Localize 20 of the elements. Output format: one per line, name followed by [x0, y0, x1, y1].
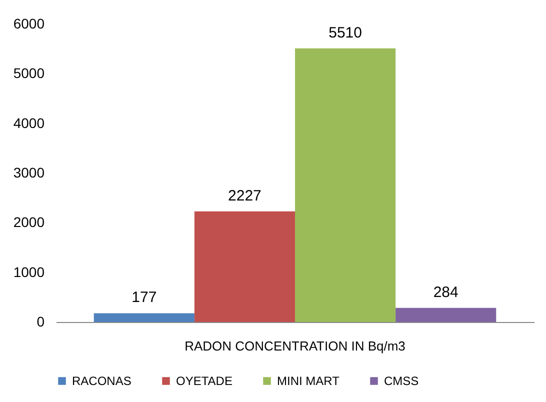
legend-label: MINI MART — [277, 374, 340, 388]
bar — [94, 313, 194, 322]
y-tick-label: 0 — [36, 314, 45, 330]
y-tick-label: 1000 — [13, 264, 45, 280]
bar — [396, 308, 496, 322]
y-tick-label: 3000 — [13, 164, 45, 180]
data-label: 177 — [132, 289, 157, 306]
data-label: 2227 — [228, 187, 262, 204]
y-tick-label: 4000 — [13, 114, 45, 131]
y-tick-label: 2000 — [13, 214, 45, 230]
y-tick-label: 5000 — [13, 65, 45, 82]
legend-label: RACONAS — [72, 374, 132, 388]
bar — [194, 211, 295, 322]
legend-label: CMSS — [384, 374, 419, 388]
legend-label: OYETADE — [176, 374, 232, 388]
y-tick-label: 6000 — [13, 16, 45, 32]
data-label: 5510 — [328, 24, 362, 42]
data-label: 284 — [433, 284, 458, 301]
x-tick-label: RADON CONCENTRATION IN Bq/m3 — [184, 338, 406, 354]
bar — [295, 48, 396, 322]
